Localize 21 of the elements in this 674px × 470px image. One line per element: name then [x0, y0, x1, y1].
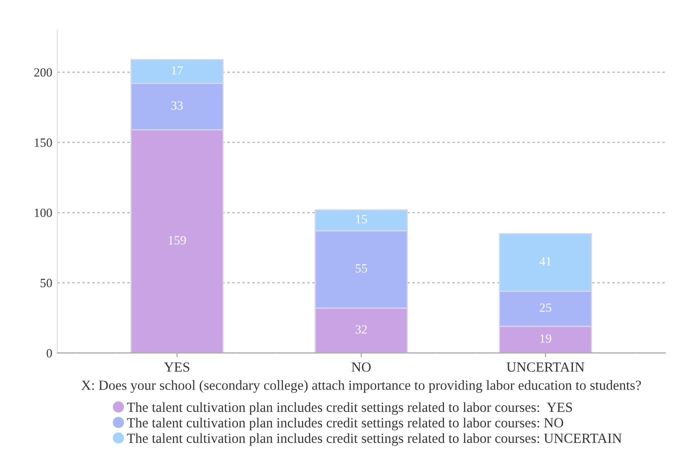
data-label: 17 [172, 66, 183, 74]
x-tick-label: UNCERTAIN [506, 362, 584, 372]
y-tick-label: 100 [34, 208, 52, 218]
y-tick-label: 150 [34, 138, 52, 147]
data-label: 19 [540, 334, 552, 343]
data-label: 159 [168, 236, 186, 244]
legend-label: The talent cultivation plan includes credit settings related to labor courses: YES [127, 402, 572, 415]
data-label: 55 [356, 264, 368, 273]
y-tick-label: 200 [34, 68, 52, 77]
data-label: 32 [356, 325, 367, 334]
x-tick-label: YES [164, 362, 190, 372]
x-tick-label: NO [352, 362, 371, 372]
x-axis-title: X: Does your school (secondary college) attach importance to providing labor education to students? [81, 380, 641, 393]
legend-label: The talent cultivation plan includes credit settings related to labor courses: NO [127, 418, 564, 430]
legend-label: The talent cultivation plan includes credit settings related to labor courses: UNCERTAIN [127, 433, 622, 446]
y-tick-label: 50 [40, 278, 52, 288]
y-tick-label: 0 [46, 348, 52, 358]
data-label: 15 [356, 215, 368, 224]
data-label: 41 [539, 257, 551, 266]
data-label: 33 [171, 101, 183, 110]
data-label: 25 [540, 303, 552, 312]
